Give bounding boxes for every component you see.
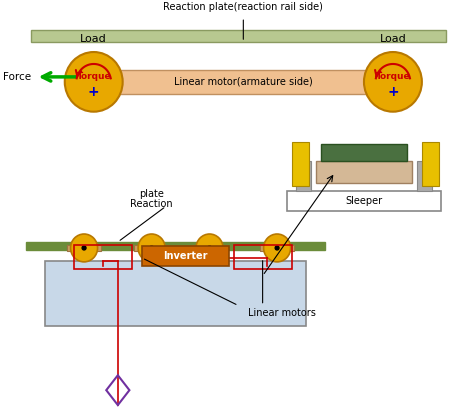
FancyBboxPatch shape	[134, 245, 169, 251]
FancyBboxPatch shape	[26, 242, 325, 250]
FancyBboxPatch shape	[31, 30, 446, 42]
Text: +: +	[387, 85, 399, 99]
Text: plate: plate	[139, 189, 164, 199]
Text: Reaction plate(reaction rail side): Reaction plate(reaction rail side)	[164, 2, 323, 12]
Circle shape	[264, 234, 291, 262]
Text: Linear motor(armature side): Linear motor(armature side)	[174, 77, 313, 87]
Text: +: +	[88, 85, 100, 99]
Text: Force: Force	[3, 72, 31, 82]
FancyBboxPatch shape	[316, 161, 412, 183]
FancyBboxPatch shape	[422, 142, 439, 186]
Text: Torque: Torque	[375, 72, 410, 81]
Text: Inverter: Inverter	[163, 251, 208, 261]
Circle shape	[82, 246, 86, 250]
Circle shape	[150, 246, 154, 250]
FancyBboxPatch shape	[287, 191, 441, 211]
Circle shape	[364, 52, 422, 112]
FancyBboxPatch shape	[417, 161, 431, 191]
FancyBboxPatch shape	[192, 245, 227, 251]
FancyBboxPatch shape	[296, 161, 311, 191]
Circle shape	[138, 234, 165, 262]
Text: Torque: Torque	[76, 72, 111, 81]
FancyBboxPatch shape	[142, 246, 229, 266]
Text: Reaction: Reaction	[130, 199, 173, 209]
FancyBboxPatch shape	[260, 245, 294, 251]
Text: Load: Load	[80, 34, 107, 44]
FancyBboxPatch shape	[46, 261, 306, 326]
FancyBboxPatch shape	[292, 142, 309, 186]
Circle shape	[71, 234, 98, 262]
Text: Linear motors: Linear motors	[248, 307, 316, 318]
Circle shape	[196, 234, 223, 262]
Circle shape	[208, 246, 211, 250]
Text: Sleeper: Sleeper	[346, 196, 383, 206]
FancyBboxPatch shape	[320, 144, 407, 161]
FancyBboxPatch shape	[67, 245, 101, 251]
FancyBboxPatch shape	[94, 70, 393, 94]
Circle shape	[65, 52, 123, 112]
Circle shape	[275, 246, 279, 250]
Text: Load: Load	[380, 34, 406, 44]
